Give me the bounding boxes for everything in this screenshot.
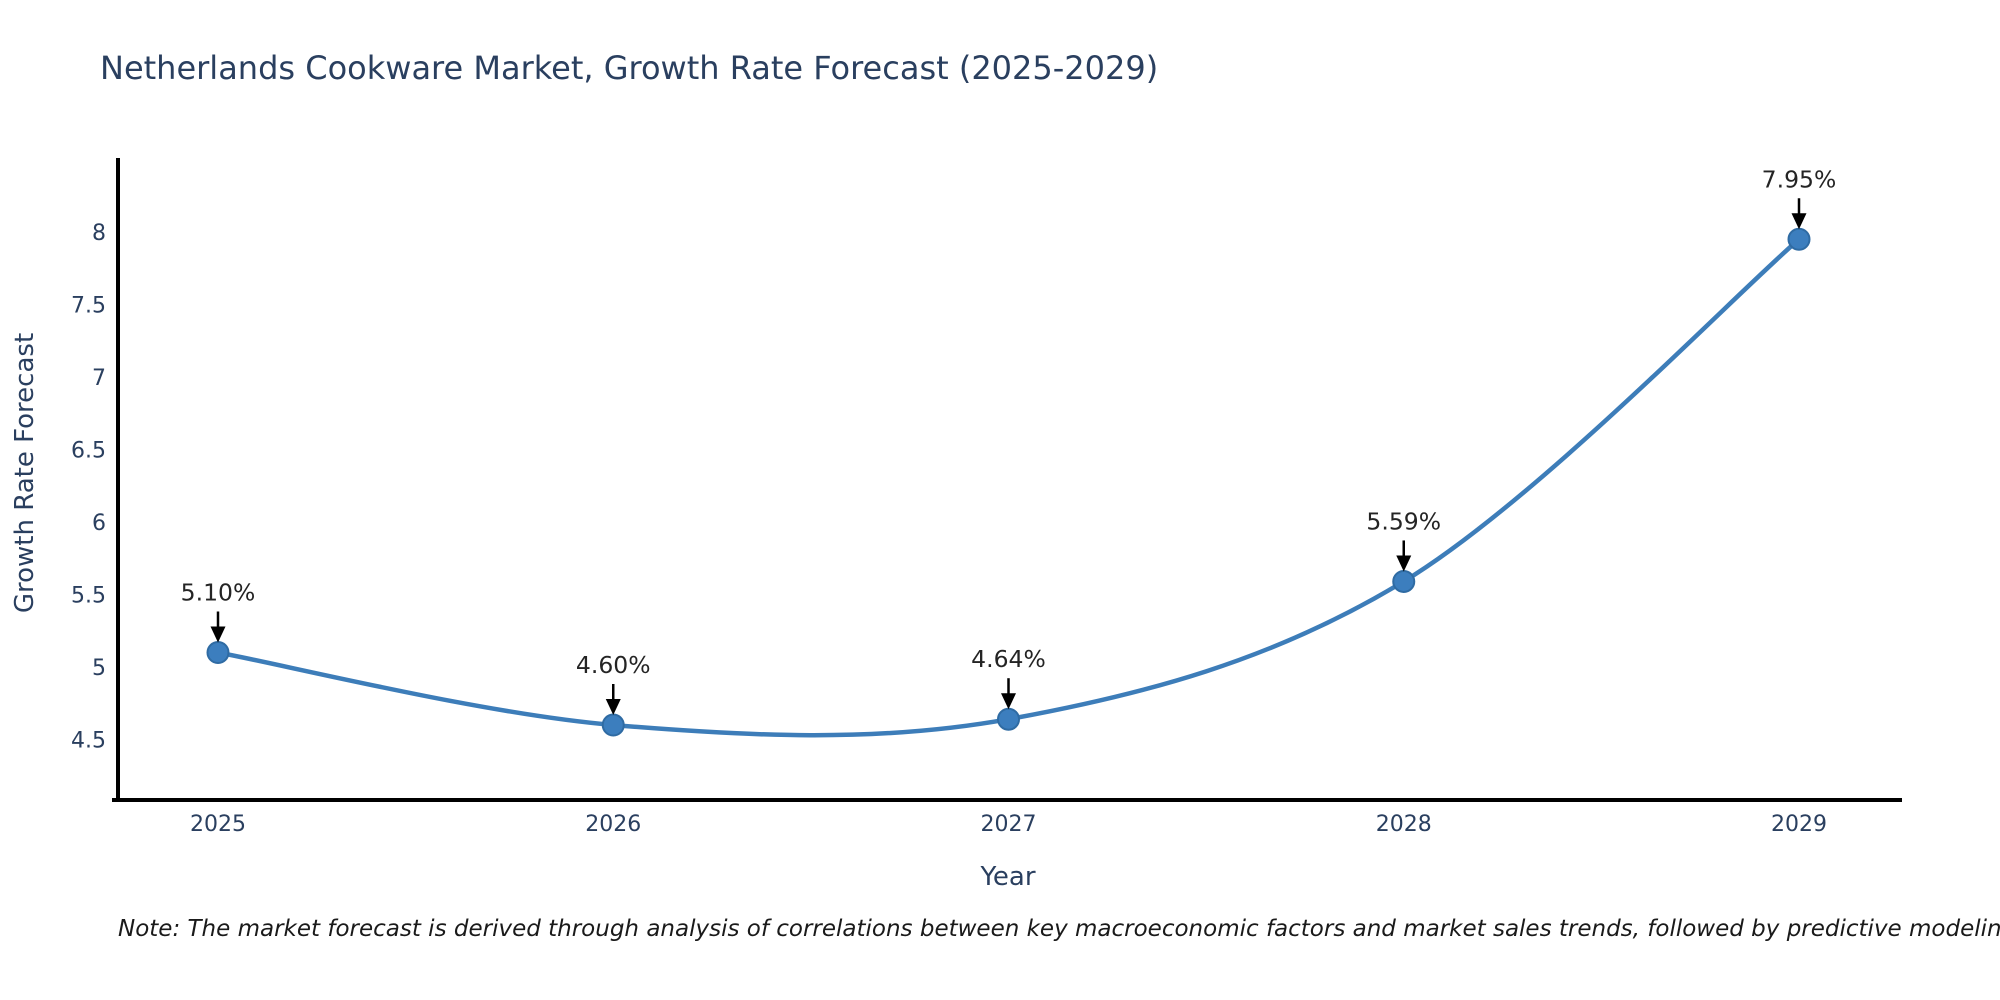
y-tick-label: 5.5	[71, 584, 106, 609]
data-point-label: 5.59%	[1366, 507, 1441, 535]
footnote: Note: The market forecast is derived thr…	[118, 916, 2000, 942]
x-tick-labels: 2025 2026 2027 2028 2029	[190, 812, 1827, 837]
y-tick-label: 7.5	[71, 294, 106, 319]
y-tick-label: 6.5	[71, 439, 106, 464]
x-tick-label: 2025	[190, 812, 246, 837]
data-point-marker	[206, 641, 230, 664]
y-tick-labels: 4.5 5 5.5 6 6.5 7 7.5 8	[71, 221, 106, 754]
data-point-label: 5.10%	[181, 579, 256, 607]
data-point-marker	[1787, 227, 1811, 251]
y-tick-label: 5	[92, 656, 106, 681]
data-point-label: 4.64%	[971, 645, 1046, 673]
y-tick-label: 7	[92, 366, 106, 391]
annotation-arrow-head	[210, 626, 226, 643]
x-tick-label: 2026	[585, 812, 641, 837]
data-point-marker	[1392, 569, 1416, 593]
x-tick-label: 2027	[981, 812, 1037, 837]
annotation-arrow-head	[1001, 693, 1016, 710]
y-tick-label: 8	[92, 221, 106, 246]
y-axis-spine	[116, 158, 120, 802]
annotation-arrow-head	[1396, 555, 1412, 572]
x-axis-spine	[112, 798, 1902, 802]
x-axis-title: Year	[979, 862, 1035, 892]
x-tick-label: 2028	[1376, 812, 1432, 837]
annotations-group: 5.10% 4.60% 4.64% 5.59% 7.95%	[181, 165, 1837, 715]
chart-title: Netherlands Cookware Market, Growth Rate…	[100, 49, 1158, 87]
x-tick-label: 2029	[1771, 812, 1827, 837]
data-point-label: 4.60%	[576, 651, 651, 679]
annotation-arrow-head	[605, 699, 621, 715]
annotation-arrow-head	[1791, 213, 1807, 230]
data-point-marker	[997, 707, 1020, 731]
y-tick-label: 6	[92, 511, 106, 536]
y-tick-label: 4.5	[71, 729, 106, 754]
y-axis-title: Growth Rate Forecast	[10, 333, 40, 613]
data-point-marker	[601, 713, 625, 737]
data-point-label: 7.95%	[1762, 165, 1837, 193]
